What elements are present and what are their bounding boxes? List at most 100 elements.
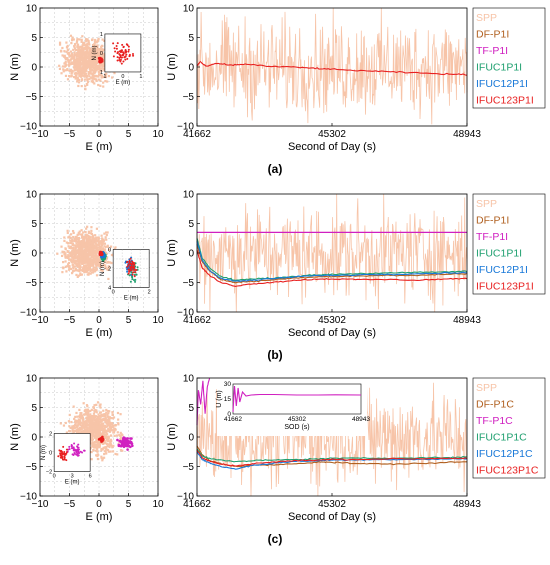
spp-point xyxy=(84,46,87,50)
spp-point xyxy=(68,246,71,250)
spp-point xyxy=(98,431,101,434)
scatter-point xyxy=(119,440,123,444)
spp-point xyxy=(107,266,110,269)
spp-point xyxy=(81,424,84,427)
spp-point xyxy=(85,76,88,79)
spp-point xyxy=(97,251,100,255)
spp-point xyxy=(80,244,83,247)
spp-point xyxy=(104,446,107,449)
spp-point xyxy=(89,56,92,60)
scatter-point xyxy=(132,265,135,268)
spp-point xyxy=(105,419,108,422)
spp-point xyxy=(81,422,84,425)
spp-point xyxy=(102,446,105,449)
y-axis-label: U (m) xyxy=(166,239,178,267)
spp-point xyxy=(76,62,79,66)
spp-point xyxy=(67,268,71,271)
x-tick-label: 5 xyxy=(126,129,132,140)
spp-point xyxy=(77,71,81,74)
spp-point xyxy=(83,422,86,425)
spp-point xyxy=(78,268,82,271)
spp-point xyxy=(96,422,100,425)
scatter-point xyxy=(131,263,134,266)
spp-point xyxy=(75,425,78,429)
spp-point xyxy=(90,243,93,246)
spp-point xyxy=(91,445,94,448)
spp-point xyxy=(113,434,116,437)
spp-point xyxy=(70,72,73,75)
spp-point xyxy=(77,256,80,260)
spp-point xyxy=(71,250,74,253)
spp-point xyxy=(99,248,102,251)
scatter-point xyxy=(100,439,104,443)
spp-point xyxy=(67,261,71,265)
spp-point xyxy=(85,52,88,55)
spp-point xyxy=(84,265,87,268)
spp-point xyxy=(117,423,120,426)
spp-point xyxy=(88,426,91,429)
inset-x-tick-label: 41662 xyxy=(224,416,242,423)
x-tick-label: 41662 xyxy=(183,129,211,140)
spp-point xyxy=(106,409,110,413)
scatter-point xyxy=(136,266,139,269)
spp-point xyxy=(90,408,93,411)
spp-point xyxy=(79,273,82,277)
spp-point xyxy=(107,430,110,433)
spp-point xyxy=(109,434,113,437)
spp-point xyxy=(89,264,92,268)
spp-point xyxy=(93,239,96,242)
spp-point xyxy=(85,404,89,407)
y-tick-label: −10 xyxy=(20,122,37,133)
spp-point xyxy=(101,237,104,240)
spp-point xyxy=(96,457,100,461)
spp-point xyxy=(100,48,103,51)
spp-point xyxy=(91,52,94,55)
spp-point xyxy=(60,254,64,258)
spp-point xyxy=(66,263,70,266)
spp-point xyxy=(106,420,110,423)
spp-point xyxy=(97,246,100,249)
spp-point xyxy=(82,259,85,262)
spp-point xyxy=(77,68,80,72)
scatter-point xyxy=(99,59,102,63)
spp-point xyxy=(89,61,92,65)
spp-point xyxy=(82,254,85,257)
spp-point xyxy=(91,251,94,254)
spp-point xyxy=(107,412,110,415)
spp-point xyxy=(87,414,90,417)
legend-entry: IFUC1P1I xyxy=(476,62,522,74)
spp-point xyxy=(61,250,64,253)
spp-point xyxy=(97,255,100,258)
spp-point xyxy=(75,264,78,267)
spp-point xyxy=(88,266,92,269)
spp-point xyxy=(70,255,73,258)
spp-point xyxy=(89,413,92,416)
spp-point xyxy=(94,424,98,427)
spp-point xyxy=(100,234,103,237)
spp-point xyxy=(101,459,104,462)
scatter-point xyxy=(116,42,119,45)
spp-point xyxy=(67,420,71,423)
spp-point xyxy=(88,71,91,74)
spp-point xyxy=(92,54,95,58)
inset-y-axis-label: N (m) xyxy=(92,45,98,60)
spp-point xyxy=(77,255,80,258)
spp-point xyxy=(89,436,92,440)
spp-point xyxy=(86,264,89,267)
spp-point xyxy=(62,261,65,264)
spp-point xyxy=(92,47,96,50)
spp-point xyxy=(96,248,99,251)
spp-point xyxy=(73,43,77,46)
spp-point xyxy=(99,406,102,409)
spp-point xyxy=(88,47,91,50)
y-tick-label: 0 xyxy=(188,249,194,260)
spp-point xyxy=(92,258,95,261)
spp-point xyxy=(109,439,113,442)
spp-point xyxy=(103,426,106,429)
scatter-point xyxy=(63,450,66,453)
spp-point xyxy=(74,72,78,75)
spp-point xyxy=(91,234,94,237)
spp-point xyxy=(72,57,76,60)
spp-point xyxy=(73,54,76,57)
y-axis-label: U (m) xyxy=(166,53,178,81)
